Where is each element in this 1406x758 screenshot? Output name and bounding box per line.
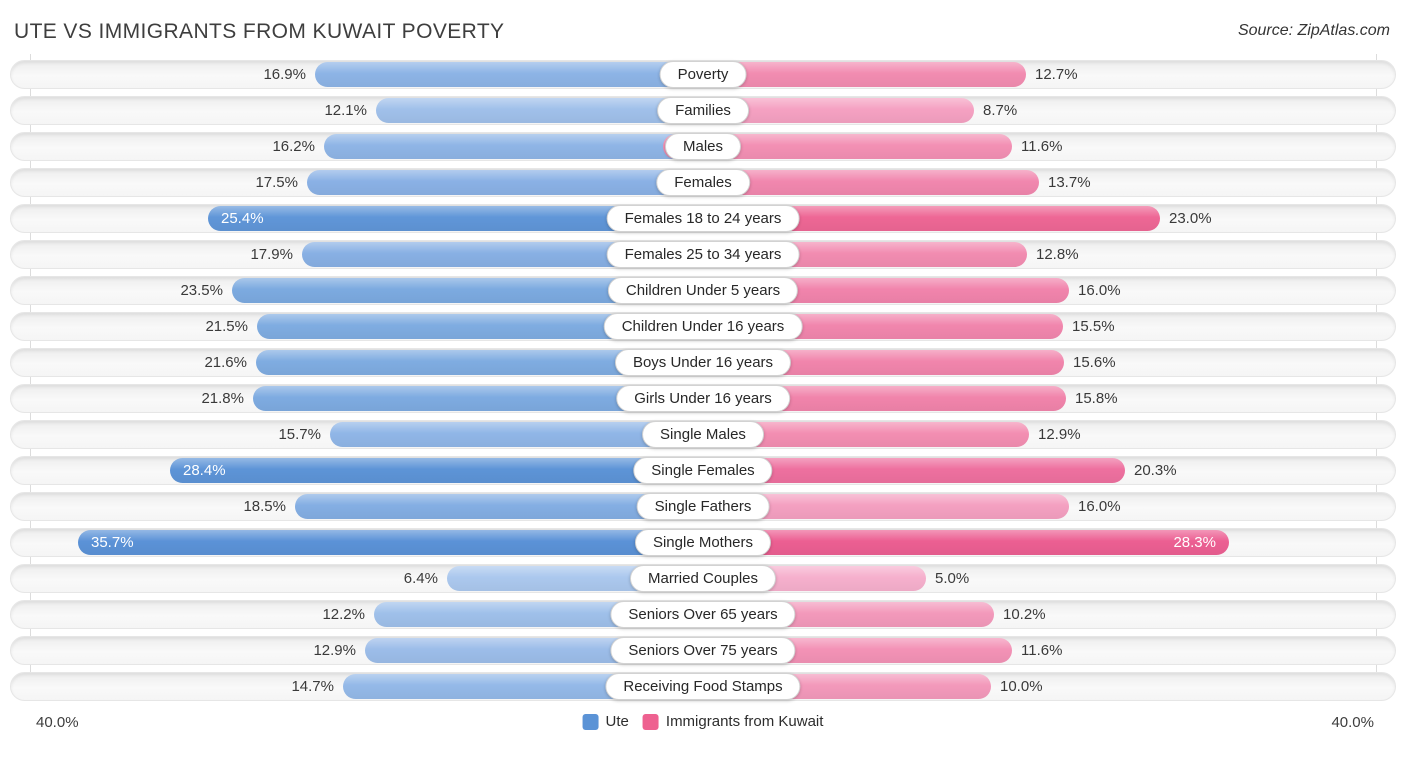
chart-row: 28.4% 20.3% Single Females bbox=[10, 456, 1396, 485]
chart-row: 35.7% 28.3% Single Mothers bbox=[10, 528, 1396, 557]
category-label: Seniors Over 75 years bbox=[610, 637, 796, 664]
chart-row: 6.4% 5.0% Married Couples bbox=[10, 564, 1396, 593]
source-credit: Source: ZipAtlas.com bbox=[1237, 22, 1390, 39]
category-label: Single Males bbox=[642, 421, 764, 448]
category-label: Receiving Food Stamps bbox=[605, 673, 801, 700]
category-label: Married Couples bbox=[629, 565, 777, 592]
ute-value-label: 14.7% bbox=[291, 678, 334, 695]
kuwait-value-label: 11.6% bbox=[1021, 642, 1063, 659]
chart-row: 12.1% 8.7% Families bbox=[10, 96, 1396, 125]
kuwait-value-label: 15.5% bbox=[1072, 318, 1115, 335]
ute-value-label: 21.5% bbox=[205, 318, 248, 335]
chart-row: 23.5% 16.0% Children Under 5 years bbox=[10, 276, 1396, 305]
legend-item-kuwait: Immigrants from Kuwait bbox=[642, 713, 824, 730]
chart-row: 12.9% 11.6% Seniors Over 75 years bbox=[10, 636, 1396, 665]
category-label: Single Mothers bbox=[634, 529, 772, 556]
chart-row: 21.8% 15.8% Girls Under 16 years bbox=[10, 384, 1396, 413]
legend-item-ute: Ute bbox=[582, 713, 629, 730]
chart-row: 21.6% 15.6% Boys Under 16 years bbox=[10, 348, 1396, 377]
chart-row: 16.9% 12.7% Poverty bbox=[10, 60, 1396, 89]
category-label: Children Under 5 years bbox=[607, 277, 799, 304]
category-label: Poverty bbox=[659, 61, 747, 88]
ute-value-label: 15.7% bbox=[278, 426, 321, 443]
chart-row: 16.2% 11.6% Males bbox=[10, 132, 1396, 161]
page-title: UTE VS IMMIGRANTS FROM KUWAIT POVERTY bbox=[14, 20, 505, 43]
diverging-bar-chart: 16.9% 12.7% Poverty 12.1% 8.7% Families … bbox=[0, 54, 1406, 701]
ute-bar[interactable] bbox=[78, 530, 743, 555]
ute-value-label: 21.8% bbox=[201, 390, 244, 407]
chart-row: 14.7% 10.0% Receiving Food Stamps bbox=[10, 672, 1396, 701]
chart-footer: 40.0% Ute Immigrants from Kuwait 40.0% bbox=[0, 708, 1406, 742]
legend: Ute Immigrants from Kuwait bbox=[582, 713, 824, 730]
chart-row: 18.5% 16.0% Single Fathers bbox=[10, 492, 1396, 521]
kuwait-value-label: 12.7% bbox=[1035, 66, 1078, 83]
left-axis-max-label: 40.0% bbox=[36, 714, 79, 731]
category-label: Single Fathers bbox=[636, 493, 770, 520]
legend-label-kuwait: Immigrants from Kuwait bbox=[665, 713, 824, 730]
category-label: Males bbox=[664, 133, 742, 160]
right-axis-max-label: 40.0% bbox=[1331, 714, 1374, 731]
kuwait-value-label: 10.2% bbox=[1003, 606, 1046, 623]
ute-value-label: 18.5% bbox=[243, 498, 286, 515]
kuwait-value-label: 15.6% bbox=[1073, 354, 1116, 371]
ute-value-label: 17.5% bbox=[255, 174, 298, 191]
kuwait-value-label: 15.8% bbox=[1075, 390, 1118, 407]
ute-value-label: 16.9% bbox=[263, 66, 306, 83]
ute-value-label: 17.9% bbox=[250, 246, 293, 263]
ute-value-label: 23.5% bbox=[180, 282, 223, 299]
kuwait-value-label: 23.0% bbox=[1169, 210, 1212, 227]
kuwait-value-label: 11.6% bbox=[1021, 138, 1063, 155]
legend-label-ute: Ute bbox=[605, 713, 629, 730]
ute-value-label: 21.6% bbox=[204, 354, 247, 371]
ute-value-label: 12.1% bbox=[324, 102, 367, 119]
chart-header: UTE VS IMMIGRANTS FROM KUWAIT POVERTY So… bbox=[0, 0, 1406, 60]
ute-value-label: 12.9% bbox=[313, 642, 356, 659]
category-label: Children Under 16 years bbox=[603, 313, 803, 340]
chart-row: 25.4% 23.0% Females 18 to 24 years bbox=[10, 204, 1396, 233]
ute-value-label: 6.4% bbox=[403, 570, 438, 587]
ute-swatch-icon bbox=[582, 713, 599, 730]
ute-value-label: 28.4% bbox=[183, 462, 226, 479]
kuwait-value-label: 20.3% bbox=[1134, 462, 1177, 479]
chart-row: 17.9% 12.8% Females 25 to 34 years bbox=[10, 240, 1396, 269]
category-label: Females 25 to 34 years bbox=[606, 241, 800, 268]
ute-value-label: 25.4% bbox=[221, 210, 264, 227]
chart-row: 12.2% 10.2% Seniors Over 65 years bbox=[10, 600, 1396, 629]
kuwait-value-label: 28.3% bbox=[1173, 534, 1216, 551]
kuwait-value-label: 12.8% bbox=[1036, 246, 1079, 263]
kuwait-value-label: 12.9% bbox=[1038, 426, 1081, 443]
chart-row: 17.5% 13.7% Females bbox=[10, 168, 1396, 197]
chart-rows: 16.9% 12.7% Poverty 12.1% 8.7% Families … bbox=[0, 60, 1406, 701]
kuwait-value-label: 5.0% bbox=[935, 570, 970, 587]
kuwait-value-label: 8.7% bbox=[983, 102, 1018, 119]
chart-row: 15.7% 12.9% Single Males bbox=[10, 420, 1396, 449]
category-label: Boys Under 16 years bbox=[614, 349, 792, 376]
kuwait-value-label: 13.7% bbox=[1048, 174, 1091, 191]
kuwait-value-label: 16.0% bbox=[1078, 498, 1121, 515]
category-label: Single Females bbox=[633, 457, 773, 484]
kuwait-value-label: 10.0% bbox=[1000, 678, 1043, 695]
category-label: Girls Under 16 years bbox=[616, 385, 790, 412]
category-label: Females 18 to 24 years bbox=[606, 205, 800, 232]
ute-value-label: 35.7% bbox=[91, 534, 134, 551]
kuwait-value-label: 16.0% bbox=[1078, 282, 1121, 299]
category-label: Seniors Over 65 years bbox=[610, 601, 796, 628]
ute-value-label: 16.2% bbox=[272, 138, 315, 155]
category-label: Families bbox=[657, 97, 749, 124]
chart-row: 21.5% 15.5% Children Under 16 years bbox=[10, 312, 1396, 341]
kuwait-swatch-icon bbox=[642, 713, 659, 730]
ute-value-label: 12.2% bbox=[322, 606, 365, 623]
category-label: Females bbox=[656, 169, 750, 196]
